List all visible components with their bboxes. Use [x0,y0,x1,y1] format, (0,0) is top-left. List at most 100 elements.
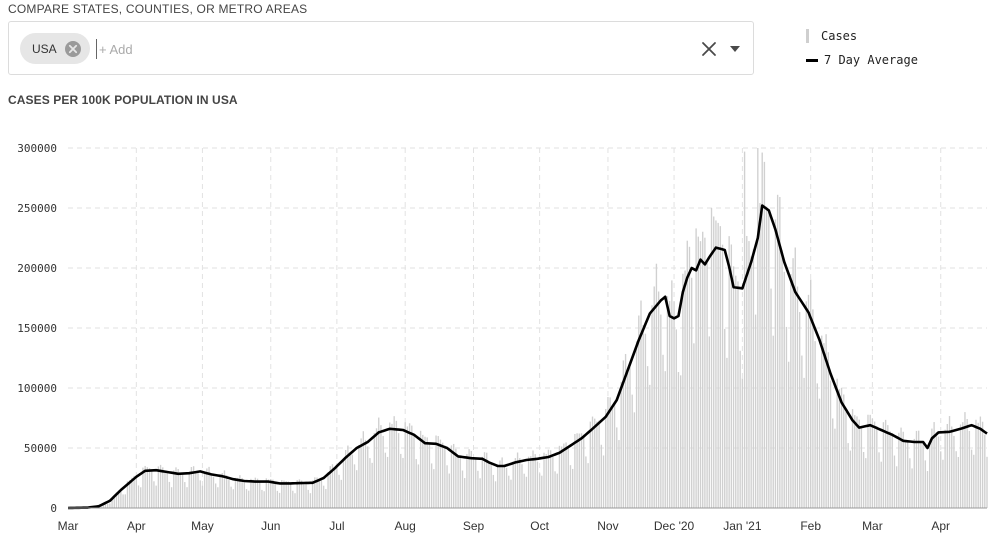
case-bar [102,503,104,508]
case-bar [605,408,607,508]
chevron-down-icon[interactable] [729,44,741,54]
remove-chip-icon[interactable] [64,40,82,58]
x-tick-label: Jul [329,519,344,533]
case-bar [534,454,536,508]
case-bar [140,487,142,508]
case-bar [455,448,457,508]
y-tick-label: 200000 [17,262,57,275]
case-bar [611,405,614,508]
case-bar [571,468,574,508]
case-bar [871,418,874,508]
case-bar [450,445,453,508]
case-bar [106,503,109,508]
case-bar [889,431,891,508]
case-bar [322,485,325,508]
case-bar [104,503,107,508]
y-tick-label: 300000 [17,142,57,155]
case-bar [327,472,329,508]
case-bar [884,419,887,508]
case-bar [146,467,149,508]
case-bar [633,412,636,508]
case-bar [519,458,521,508]
case-bar [973,454,975,508]
case-bar [746,235,748,508]
case-bar [307,489,309,508]
case-bar [397,433,400,508]
case-bar [613,402,616,508]
case-bar [153,481,155,508]
case-bar [862,452,865,508]
case-bar [640,300,642,508]
case-bar [252,479,254,508]
case-bar [803,377,805,508]
case-bar [384,452,387,508]
legend-cases-label: Cases [821,29,858,43]
case-bar [635,341,638,508]
case-bar [569,465,572,508]
case-bar [162,467,164,508]
case-bar [155,485,157,508]
case-bar [329,466,331,508]
case-bar [448,473,450,508]
case-bar [342,458,345,508]
case-bar [929,441,931,508]
case-bar [829,380,832,508]
case-bar [483,452,486,508]
case-bar [413,435,415,508]
case-bar [210,473,212,508]
case-bar [622,360,625,508]
case-bar [666,296,669,508]
case-bar [741,378,744,508]
case-bar [294,493,296,508]
case-bar [367,446,369,508]
case-bar [358,445,360,508]
x-tick-label: Feb [800,519,821,533]
case-bar [369,458,371,508]
case-bar [880,461,882,508]
case-bar [984,434,986,508]
add-region-input[interactable] [96,39,299,59]
case-bar [554,471,556,508]
case-bar [629,367,631,508]
case-bar [175,467,177,508]
case-bar [814,341,816,508]
case-bar [131,477,133,508]
case-bar [311,480,314,508]
case-bar [776,194,779,509]
case-bar [662,354,664,508]
case-bar [849,450,852,508]
case-bar [265,478,268,508]
region-selector[interactable]: USA [8,21,754,75]
chip-label: USA [32,41,57,56]
case-bar [435,435,437,508]
case-bar [944,429,946,508]
case-bar [135,476,138,508]
case-bar [644,333,647,508]
case-bar [532,450,534,508]
region-chip[interactable]: USA [20,33,90,64]
case-bar [318,479,320,508]
case-bar [805,301,807,508]
clear-icon[interactable] [701,41,717,57]
case-bar [505,467,508,508]
case-bar [164,470,166,508]
case-bar [655,263,658,508]
case-bar [794,247,796,508]
case-bar [336,466,338,508]
case-bar [129,480,131,508]
case-bar [882,422,885,508]
case-bar [356,470,358,508]
case-bar [761,152,763,508]
case-bar [843,394,845,508]
case-bar [706,262,708,508]
case-bar [893,455,896,508]
case-bar [124,494,126,508]
case-bar [234,477,237,508]
case-bar [854,415,856,508]
case-bar [166,471,168,508]
case-bar [979,416,982,508]
case-bar [684,270,686,508]
case-bar [609,397,611,508]
case-bar [878,452,880,508]
y-tick-label: 150000 [17,322,57,335]
